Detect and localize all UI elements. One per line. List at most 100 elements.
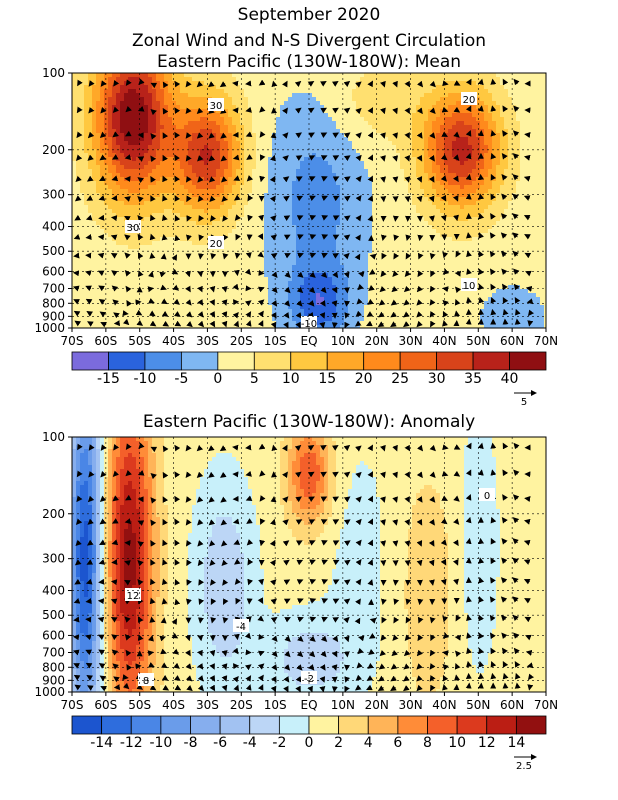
field-cell bbox=[308, 101, 313, 106]
field-cell bbox=[184, 93, 189, 98]
field-cell bbox=[220, 177, 225, 182]
field-cell bbox=[388, 185, 393, 190]
field-cell bbox=[356, 189, 361, 194]
field-cell bbox=[92, 237, 97, 242]
field-cell bbox=[340, 105, 345, 110]
field-cell bbox=[544, 209, 547, 214]
field-cell bbox=[276, 121, 281, 126]
field-cell bbox=[460, 149, 465, 154]
field-cell bbox=[452, 213, 457, 218]
field-cell bbox=[460, 229, 465, 234]
field-cell bbox=[500, 165, 505, 170]
field-cell bbox=[204, 117, 209, 122]
field-cell bbox=[388, 197, 393, 202]
field-cell bbox=[400, 233, 405, 238]
field-cell bbox=[464, 157, 469, 162]
field-cell bbox=[220, 137, 225, 142]
field-cell bbox=[256, 233, 261, 238]
field-cell bbox=[100, 189, 105, 194]
field-cell bbox=[84, 137, 89, 142]
field-cell bbox=[192, 205, 197, 210]
field-cell bbox=[500, 185, 505, 190]
field-cell bbox=[300, 185, 305, 190]
field-cell bbox=[448, 125, 453, 130]
field-cell bbox=[536, 157, 541, 162]
field-cell bbox=[176, 221, 181, 226]
field-cell bbox=[116, 177, 121, 182]
field-cell bbox=[328, 217, 333, 222]
field-cell bbox=[296, 189, 301, 194]
field-cell bbox=[432, 73, 437, 78]
field-cell bbox=[72, 77, 77, 82]
field-cell bbox=[356, 117, 361, 122]
field-cell bbox=[144, 109, 149, 114]
field-cell bbox=[356, 149, 361, 154]
field-cell bbox=[468, 153, 473, 158]
figure-subtitle-line1: Zonal Wind and N-S Divergent Circulation bbox=[132, 31, 486, 51]
field-cell bbox=[144, 161, 149, 166]
field-cell bbox=[532, 149, 537, 154]
field-cell bbox=[424, 73, 429, 78]
field-cell bbox=[344, 193, 349, 198]
field-cell bbox=[452, 217, 457, 222]
field-cell bbox=[272, 93, 277, 98]
field-cell bbox=[532, 85, 537, 90]
field-cell bbox=[324, 121, 329, 126]
field-cell bbox=[388, 97, 393, 102]
field-cell bbox=[92, 221, 97, 226]
field-cell bbox=[216, 177, 221, 182]
field-cell bbox=[420, 237, 425, 242]
field-cell bbox=[272, 113, 277, 118]
field-cell bbox=[288, 209, 293, 214]
field-cell bbox=[228, 161, 233, 166]
field-cell bbox=[164, 165, 169, 170]
field-cell bbox=[480, 237, 485, 242]
field-cell bbox=[276, 89, 281, 94]
field-cell bbox=[532, 137, 537, 142]
field-cell bbox=[448, 89, 453, 94]
field-cell bbox=[272, 129, 277, 134]
field-cell bbox=[512, 149, 517, 154]
field-cell bbox=[276, 177, 281, 182]
field-cell bbox=[500, 169, 505, 174]
field-cell bbox=[412, 125, 417, 130]
field-cell bbox=[392, 161, 397, 166]
field-cell bbox=[128, 169, 133, 174]
field-cell bbox=[408, 101, 413, 106]
field-cell bbox=[324, 185, 329, 190]
field-cell bbox=[480, 225, 485, 230]
field-cell bbox=[268, 217, 273, 222]
field-cell bbox=[288, 125, 293, 130]
field-cell bbox=[332, 221, 337, 226]
field-cell bbox=[484, 169, 489, 174]
field-cell bbox=[104, 169, 109, 174]
field-cell bbox=[232, 165, 237, 170]
field-cell bbox=[348, 209, 353, 214]
field-cell bbox=[500, 145, 505, 150]
field-cell bbox=[360, 197, 365, 202]
field-cell bbox=[220, 77, 225, 82]
field-cell bbox=[256, 209, 261, 214]
field-cell bbox=[184, 121, 189, 126]
field-cell bbox=[432, 205, 437, 210]
field-cell bbox=[528, 101, 533, 106]
field-cell bbox=[516, 157, 521, 162]
field-cell bbox=[440, 181, 445, 186]
field-cell bbox=[392, 73, 397, 78]
field-cell bbox=[544, 133, 547, 138]
field-cell bbox=[76, 201, 81, 206]
field-cell bbox=[416, 157, 421, 162]
field-cell bbox=[540, 137, 545, 142]
field-cell bbox=[460, 129, 465, 134]
field-cell bbox=[140, 165, 145, 170]
field-cell bbox=[408, 157, 413, 162]
field-cell bbox=[252, 201, 257, 206]
field-cell bbox=[432, 97, 437, 102]
field-cell bbox=[80, 145, 85, 150]
field-cell bbox=[180, 153, 185, 158]
field-cell bbox=[412, 197, 417, 202]
field-cell bbox=[344, 105, 349, 110]
field-cell bbox=[80, 137, 85, 142]
field-cell bbox=[92, 233, 97, 238]
field-cell bbox=[136, 81, 141, 86]
